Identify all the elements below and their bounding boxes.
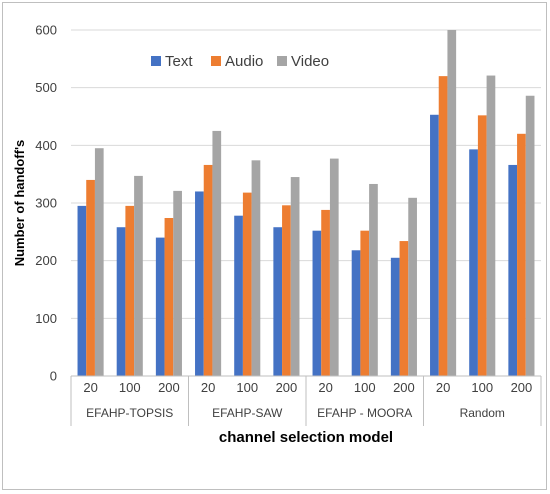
bar-video — [251, 160, 261, 376]
y-tick-label: 200 — [35, 253, 57, 268]
bar-text — [155, 237, 165, 376]
legend-swatch — [277, 56, 287, 66]
y-tick-label: 600 — [35, 23, 57, 38]
legend: Text Audio Video — [151, 53, 329, 70]
x-group-label: EFAHP - MOORA — [317, 406, 412, 420]
legend-label: Video — [291, 53, 329, 70]
bar-text — [77, 205, 87, 376]
bar-audio — [164, 217, 174, 376]
bar-audio — [86, 179, 95, 376]
bar-video — [447, 30, 457, 376]
x-tick-label: 200 — [276, 380, 298, 395]
bar-text — [273, 227, 283, 376]
bar-audio — [242, 192, 252, 376]
x-axis-title: channel selection model — [219, 429, 393, 446]
y-tick-label: 0 — [50, 369, 57, 384]
x-group-label: EFAHP-TOPSIS — [86, 406, 173, 420]
bar-text — [351, 250, 361, 376]
x-tick-label: 200 — [393, 380, 415, 395]
x-tick-label: 20 — [83, 380, 97, 395]
bar-video — [408, 197, 417, 376]
y-tick-label: 400 — [35, 138, 57, 153]
bar-audio — [360, 230, 370, 376]
bar-video — [290, 177, 300, 376]
bars — [77, 30, 535, 377]
axes: 0 100 200 300 400 500 600 20 100 200 EFAHP-TOPSIS 2… — [35, 23, 542, 426]
bar-video — [94, 148, 104, 376]
bar-text — [508, 164, 518, 376]
bar-audio — [282, 205, 291, 376]
bar-text — [469, 149, 478, 376]
legend-swatch — [151, 56, 161, 66]
bar-text — [234, 215, 243, 376]
x-tick-label: 100 — [471, 380, 493, 395]
bar-audio — [203, 164, 213, 376]
bar-audio — [321, 209, 330, 376]
bar-video — [212, 130, 222, 376]
bar-text — [195, 191, 204, 376]
y-axis-title: Number of handoff's — [12, 140, 27, 267]
x-group-label: Random — [460, 406, 505, 420]
bar-video — [329, 158, 339, 376]
bar-audio — [517, 133, 526, 376]
bar-text — [430, 114, 439, 377]
x-tick-label: 100 — [354, 380, 376, 395]
bar-text — [116, 227, 126, 376]
legend-swatch — [211, 56, 221, 66]
x-tick-label: 200 — [511, 380, 533, 395]
bar-video — [173, 190, 182, 376]
bar-audio — [477, 115, 487, 376]
y-tick-label: 300 — [35, 196, 57, 211]
x-tick-label: 20 — [436, 380, 450, 395]
legend-label: Text — [165, 53, 193, 70]
x-tick-label: 200 — [158, 380, 180, 395]
bar-video — [369, 183, 378, 376]
bar-audio — [125, 205, 135, 376]
bar-text — [390, 257, 400, 376]
bar-video — [486, 75, 496, 376]
x-tick-label: 100 — [236, 380, 258, 395]
x-tick-label: 20 — [318, 380, 332, 395]
x-group-label: EFAHP-SAW — [212, 406, 283, 420]
y-tick-label: 500 — [35, 80, 57, 95]
x-tick-label: 100 — [119, 380, 141, 395]
bar-text — [312, 230, 322, 376]
bar-video — [525, 95, 535, 377]
bar-audio — [399, 241, 409, 376]
x-tick-label: 20 — [201, 380, 215, 395]
y-tick-label: 100 — [35, 311, 57, 326]
bar-video — [134, 175, 143, 376]
legend-label: Audio — [225, 53, 263, 70]
bar-audio — [438, 76, 448, 376]
